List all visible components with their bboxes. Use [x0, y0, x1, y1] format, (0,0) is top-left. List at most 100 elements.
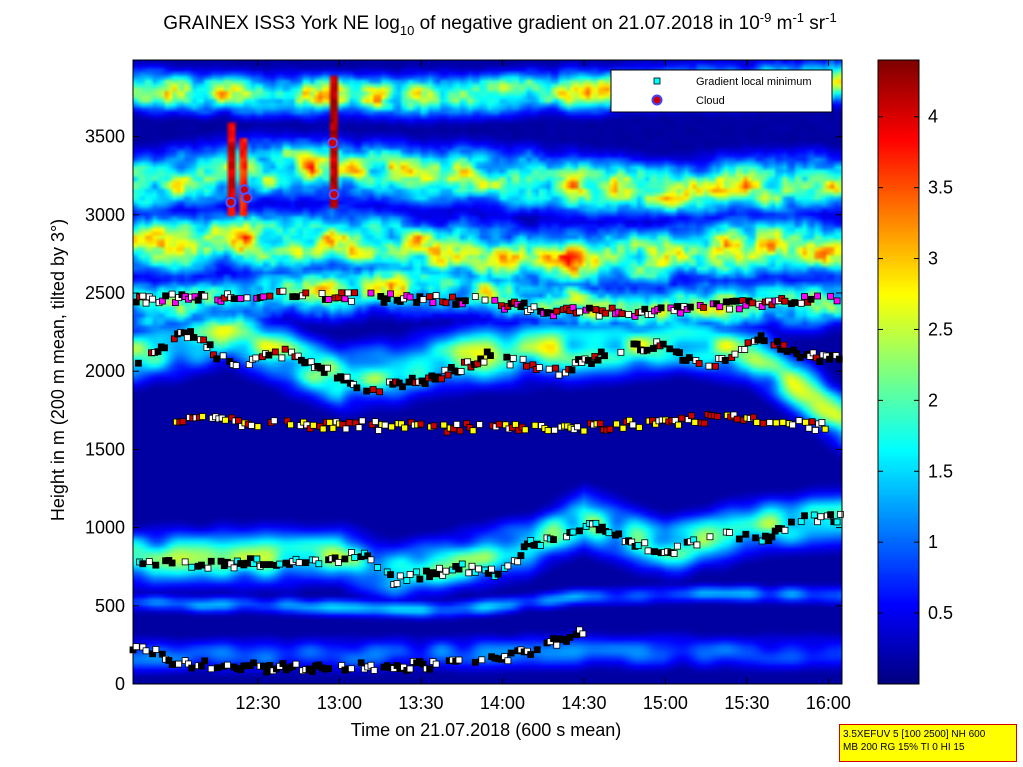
gradient-minimum-marker	[643, 346, 651, 354]
gradient-minimum-marker	[666, 345, 674, 353]
gradient-minimum-marker	[403, 577, 411, 584]
gradient-minimum-marker	[302, 289, 310, 297]
gradient-minimum-marker	[375, 427, 382, 434]
gradient-minimum-marker	[230, 564, 238, 572]
gradient-minimum-marker	[566, 634, 574, 641]
gradient-minimum-marker	[168, 290, 176, 298]
gradient-minimum-marker	[265, 351, 273, 359]
colorbar-tick-label: 0.5	[928, 603, 953, 623]
gradient-minimum-marker	[266, 561, 274, 568]
gradient-minimum-marker	[456, 427, 464, 435]
gradient-minimum-marker	[387, 290, 394, 298]
gradient-minimum-marker	[808, 418, 816, 426]
gradient-minimum-marker	[139, 560, 147, 568]
gradient-minimum-marker	[807, 295, 815, 303]
gradient-minimum-marker	[478, 656, 486, 664]
gradient-minimum-marker	[797, 299, 805, 307]
gradient-minimum-marker	[142, 299, 150, 307]
gradient-minimum-marker	[752, 534, 760, 542]
gradient-minimum-marker	[401, 424, 409, 432]
colorbar-tick-label: 4	[928, 107, 938, 127]
y-tick-label: 2500	[85, 283, 125, 303]
x-tick-label: 13:00	[317, 693, 362, 713]
gradient-minimum-marker	[605, 529, 613, 537]
gradient-minimum-marker	[488, 565, 495, 573]
gradient-minimum-marker	[279, 287, 287, 295]
gradient-minimum-marker	[644, 547, 652, 555]
gradient-minimum-marker	[279, 660, 287, 667]
gradient-minimum-marker	[818, 419, 826, 426]
gradient-minimum-marker	[796, 354, 804, 361]
gradient-minimum-marker	[309, 421, 317, 429]
title-middle: of negative gradient on 21.07.2018 in 10	[414, 13, 759, 34]
gradient-minimum-marker	[735, 305, 743, 313]
gradient-minimum-marker	[348, 665, 355, 673]
gradient-minimum-marker	[363, 387, 371, 395]
gradient-minimum-marker	[507, 649, 515, 657]
gradient-minimum-marker	[491, 296, 499, 304]
gradient-minimum-marker	[230, 295, 238, 303]
gradient-minimum-marker	[417, 420, 425, 428]
gradient-minimum-marker	[345, 419, 353, 427]
gradient-minimum-marker	[142, 647, 150, 655]
gradient-minimum-marker	[550, 536, 557, 543]
gradient-minimum-marker	[198, 561, 205, 569]
gradient-minimum-marker	[522, 362, 530, 370]
gradient-minimum-marker	[480, 358, 488, 366]
gradient-minimum-marker	[576, 308, 583, 316]
gradient-minimum-marker	[406, 571, 414, 578]
title-prefix-sub: 10	[400, 23, 414, 38]
gradient-minimum-marker	[676, 349, 683, 357]
gradient-minimum-marker	[544, 427, 552, 434]
gradient-minimum-marker	[742, 530, 750, 538]
gradient-minimum-marker	[687, 303, 694, 311]
gradient-minimum-marker	[206, 341, 214, 349]
gradient-minimum-marker	[132, 643, 140, 651]
gradient-minimum-marker	[613, 420, 620, 428]
colorbar-tick-label: 3.5	[928, 178, 953, 198]
gradient-minimum-marker	[135, 359, 142, 367]
gradient-minimum-marker	[688, 412, 695, 420]
gradient-minimum-marker	[553, 307, 561, 315]
gradient-minimum-marker	[504, 562, 512, 570]
gradient-minimum-marker	[426, 293, 434, 301]
y-tick-label: 0	[115, 674, 125, 694]
gradient-minimum-marker	[601, 352, 608, 360]
cloud-marker	[328, 188, 340, 200]
gradient-minimum-marker	[444, 371, 452, 379]
gradient-minimum-marker	[801, 512, 808, 520]
legend-label: Gradient local minimum	[696, 76, 812, 88]
gradient-minimum-marker	[266, 292, 274, 300]
gradient-minimum-marker	[214, 664, 222, 672]
gradient-minimum-marker	[731, 350, 739, 358]
gradient-minimum-marker	[271, 348, 279, 356]
gradient-minimum-marker	[175, 660, 183, 668]
gradient-minimum-marker	[453, 420, 461, 428]
x-tick-label: 15:00	[643, 693, 688, 713]
gradient-minimum-marker	[152, 561, 160, 569]
gradient-minimum-marker	[455, 656, 463, 664]
gradient-minimum-marker	[276, 560, 284, 568]
gradient-minimum-marker	[788, 518, 795, 526]
y-axis-label: Height in m (200 m mean, tilted by 3°)	[48, 219, 68, 521]
gradient-minimum-marker	[338, 289, 346, 297]
gradient-minimum-marker	[139, 292, 147, 300]
gradient-minimum-marker	[254, 423, 262, 431]
gradient-minimum-marker	[358, 417, 366, 425]
gradient-minimum-marker	[302, 559, 310, 567]
chart-title: GRAINEX ISS3 York NE log10 of negative g…	[163, 10, 836, 38]
gradient-minimum-marker	[635, 424, 643, 431]
x-tick-label: 14:00	[480, 693, 525, 713]
gradient-minimum-marker	[458, 560, 466, 568]
gradient-minimum-marker	[714, 412, 721, 420]
gradient-minimum-marker	[519, 355, 527, 363]
gradient-minimum-marker	[381, 421, 389, 429]
gradient-minimum-marker	[741, 346, 749, 353]
gradient-minimum-marker	[833, 297, 841, 305]
gradient-minimum-marker	[651, 548, 658, 555]
gradient-minimum-marker	[292, 293, 300, 301]
gradient-minimum-marker	[413, 568, 421, 576]
gradient-minimum-marker	[805, 424, 813, 432]
plot-frame	[132, 59, 843, 685]
